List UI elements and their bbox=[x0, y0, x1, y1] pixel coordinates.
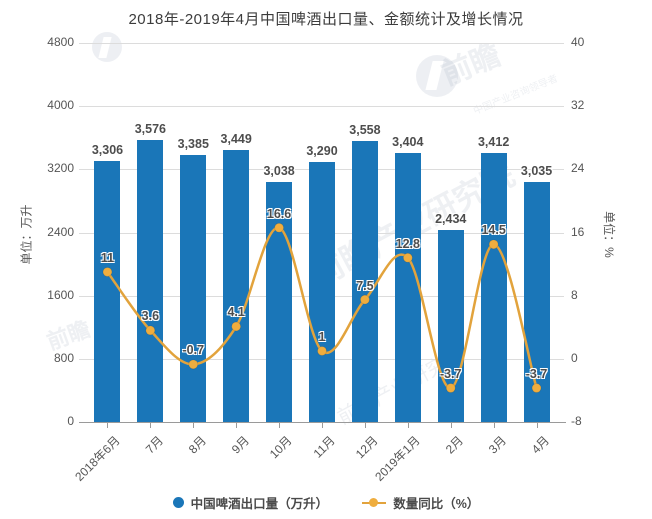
bar-9月 bbox=[223, 149, 250, 422]
bar-12月 bbox=[351, 141, 378, 422]
line-value-label: 7.5 bbox=[356, 278, 374, 293]
line-point-4月 bbox=[531, 383, 542, 394]
line-point-2018年6月 bbox=[102, 266, 113, 277]
x-axis-tick bbox=[236, 423, 238, 428]
y-left-tick-label: 0 bbox=[67, 414, 74, 428]
bar-8月 bbox=[180, 154, 207, 422]
bar-value-label: 3,404 bbox=[392, 135, 424, 150]
bar-2018年6月 bbox=[94, 160, 121, 422]
y-right-tick-label: 24 bbox=[571, 161, 585, 176]
x-axis-tick bbox=[450, 423, 452, 428]
line-series-icon bbox=[362, 497, 387, 508]
line-point-9月 bbox=[231, 321, 242, 332]
line-point-10月 bbox=[274, 222, 285, 233]
line-value-label: 14.5 bbox=[481, 223, 506, 238]
gridline bbox=[79, 43, 564, 44]
y-left-tick-label: 4800 bbox=[47, 35, 74, 49]
bar-10月 bbox=[266, 182, 293, 422]
line-value-label: 12.8 bbox=[395, 236, 420, 251]
bar-7月 bbox=[137, 139, 164, 422]
bar-value-label: 3,290 bbox=[306, 144, 338, 159]
line-point-3月 bbox=[488, 239, 499, 250]
bar-value-label: 3,576 bbox=[134, 121, 166, 136]
chart-title: 2018年-2019年4月中国啤酒出口量、金额统计及增长情况 bbox=[128, 11, 524, 28]
legend-item-export-volume[interactable]: 中国啤酒出口量（万升） bbox=[172, 493, 329, 512]
x-axis-tick bbox=[493, 423, 495, 428]
y-left-tick-label: 800 bbox=[53, 350, 74, 365]
x-axis-tick bbox=[279, 423, 281, 428]
bar-value-label: 3,035 bbox=[520, 164, 553, 179]
bar-value-label: 3,558 bbox=[349, 123, 381, 138]
line-value-label: 4.1 bbox=[227, 305, 245, 320]
line-point-7月 bbox=[145, 325, 156, 336]
x-axis-tick bbox=[193, 423, 195, 428]
line-point-11月 bbox=[317, 345, 327, 356]
line-value-label: -0.7 bbox=[182, 343, 205, 358]
line-value-label: 11 bbox=[100, 250, 115, 265]
y-right-tick-label: 0 bbox=[571, 350, 578, 365]
line-value-label: 16.6 bbox=[266, 206, 292, 221]
y-left-tick-label: 1600 bbox=[47, 287, 74, 302]
y-right-tick-label: 16 bbox=[571, 224, 585, 239]
x-axis-tick bbox=[107, 423, 109, 428]
y-right-tick-label: 8 bbox=[571, 287, 578, 302]
y-left-tick-label: 2400 bbox=[47, 224, 74, 239]
y-right-tick-label: 40 bbox=[571, 35, 585, 49]
y-left-tick-label: 4000 bbox=[47, 98, 74, 113]
gridline bbox=[79, 106, 564, 108]
bar-3月 bbox=[480, 152, 507, 422]
x-axis-tick bbox=[407, 423, 409, 428]
bar-11月 bbox=[309, 162, 335, 422]
line-point-12月 bbox=[359, 294, 370, 305]
bar-4月 bbox=[523, 182, 550, 422]
x-axis-tick bbox=[150, 423, 152, 428]
line-point-2月 bbox=[445, 383, 456, 394]
x-axis-line bbox=[79, 422, 566, 423]
legend-label: 数量同比（%） bbox=[393, 497, 480, 511]
x-axis-tick bbox=[536, 423, 538, 428]
bar-value-label: 3,449 bbox=[220, 131, 252, 146]
line-value-label: -3.7 bbox=[439, 367, 462, 382]
line-value-label: 1 bbox=[318, 329, 326, 344]
bar-value-label: 3,038 bbox=[263, 164, 295, 179]
line-point-8月 bbox=[188, 359, 199, 370]
bar-series-icon bbox=[172, 497, 184, 508]
bar-2019年1月 bbox=[394, 153, 421, 422]
line-point-2019年1月 bbox=[402, 252, 413, 263]
bar-value-label: 3,306 bbox=[91, 142, 124, 157]
line-value-label: 3.6 bbox=[141, 309, 160, 324]
y-left-tick-label: 3200 bbox=[47, 161, 74, 176]
line-value-label: -3.7 bbox=[525, 367, 548, 382]
bar-value-label: 2,434 bbox=[435, 211, 467, 226]
x-axis-tick bbox=[322, 423, 323, 428]
chart-legend: 中国啤酒出口量（万升） 数量同比（%） bbox=[0, 493, 652, 512]
x-axis-tick bbox=[364, 423, 366, 428]
legend-label: 中国啤酒出口量（万升） bbox=[190, 497, 329, 511]
bar-value-label: 3,412 bbox=[477, 134, 510, 149]
legend-item-yoy-growth[interactable]: 数量同比（%） bbox=[362, 493, 479, 512]
y-right-tick-label: -8 bbox=[571, 414, 582, 428]
y-right-tick-label: 32 bbox=[571, 98, 585, 113]
bar-value-label: 3,385 bbox=[177, 136, 209, 151]
